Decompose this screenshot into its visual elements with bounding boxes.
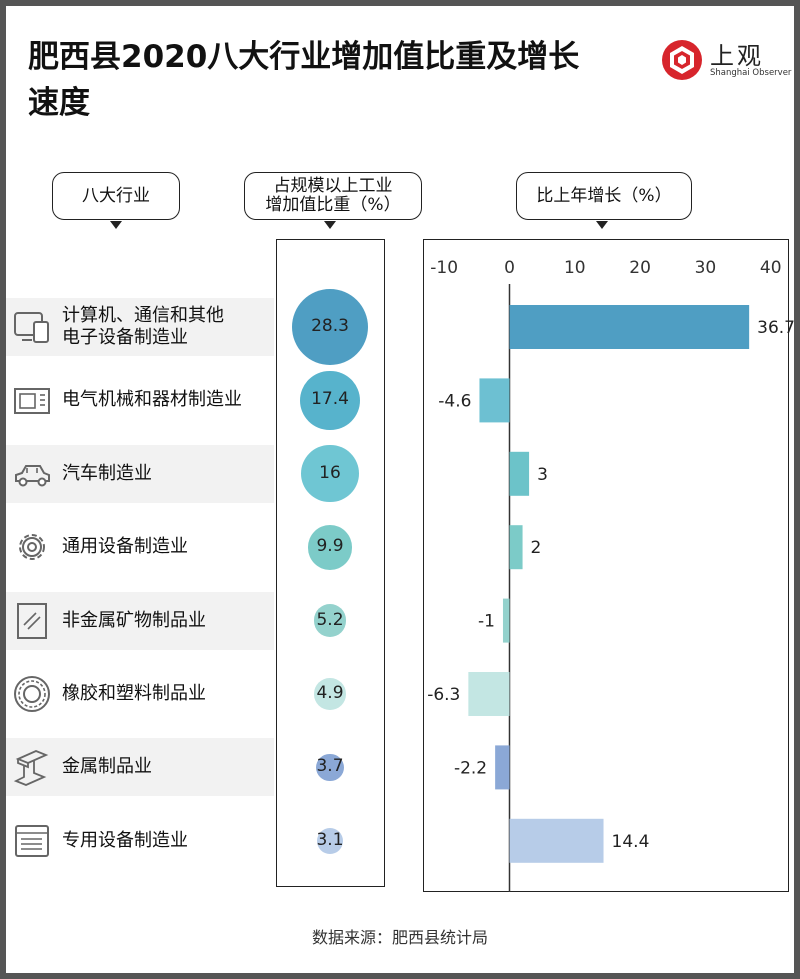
row-stripe	[6, 444, 274, 503]
industry-label: 橡胶和塑料制品业	[62, 665, 276, 723]
industry-header-pointer	[110, 221, 122, 229]
industry-label-line1: 专用设备制造业	[62, 829, 188, 851]
industry-label-line2: 电子设备制造业	[62, 327, 188, 348]
share-bubble	[313, 604, 347, 637]
industry-row: 汽车制造业	[6, 445, 276, 503]
chart-title: 肥西县2020八大行业增加值比重及增长速度	[28, 39, 580, 121]
share-value: 3.1	[316, 829, 344, 850]
share-bubble	[292, 289, 368, 365]
growth-header: 比上年增长（%）	[516, 172, 692, 220]
industry-row: 计算机、通信和其他 电子设备制造业	[6, 298, 276, 356]
industry-label: 电气机械和器材制造业	[62, 371, 276, 429]
share-header-pointer	[324, 221, 336, 229]
industry-label-line1: 非金属矿物制品业	[62, 609, 206, 631]
shanghai-observer-logo: 上观 Shanghai Observer	[660, 38, 791, 82]
logo-english: Shanghai Observer	[710, 68, 792, 78]
share-header-line2: 增加值比重（%）	[265, 195, 401, 215]
share-value: 4.9	[316, 683, 344, 703]
share-value: 17.4	[311, 389, 349, 410]
industry-row: 通用设备制造业	[6, 518, 276, 576]
industry-label: 汽车制造业	[62, 445, 276, 503]
share-bubble	[317, 827, 343, 854]
share-bubble	[301, 445, 359, 503]
industry-label: 通用设备制造业	[62, 518, 276, 576]
tire-icon	[14, 676, 50, 712]
share-value: 5.2	[316, 609, 344, 630]
share-value: 28.3	[311, 316, 349, 336]
row-stripe	[6, 591, 274, 650]
growth-header-pointer	[596, 221, 608, 229]
glass-panel-icon	[17, 602, 47, 639]
industry-label: 专用设备制造业	[62, 812, 276, 870]
logo-mark-icon	[662, 40, 702, 80]
logo-name: 上观	[710, 42, 764, 70]
share-value: 3.7	[316, 756, 344, 777]
share-value: 16	[319, 462, 341, 483]
industry-header-label: 八大行业	[82, 185, 150, 206]
industry-label-line1: 通用设备制造业	[62, 536, 188, 558]
steel-beam-icon	[13, 750, 49, 787]
industry-row: 专用设备制造业	[6, 812, 276, 870]
data-source: 数据来源：肥西县统计局	[311, 928, 488, 947]
industry-row: 非金属矿物制品业	[6, 592, 276, 650]
row-stripe	[6, 738, 274, 797]
share-header: 占规模以上工业 增加值比重（%）	[244, 172, 422, 220]
industry-label-line1: 橡胶和塑料制品业	[62, 683, 206, 704]
growth-panel	[423, 239, 789, 892]
share-bubble	[316, 753, 344, 782]
row-stripe	[6, 298, 274, 356]
industry-label-line1: 金属制品业	[62, 756, 152, 778]
industry-label-line1: 电气机械和器材制造业	[62, 389, 242, 411]
industry-row: 电气机械和器材制造业	[6, 371, 276, 429]
appliance-icon	[14, 388, 50, 415]
industry-label: 非金属矿物制品业	[62, 592, 276, 650]
gear-icon	[19, 534, 45, 561]
industry-row: 金属制品业	[6, 738, 276, 796]
car-icon	[15, 464, 50, 487]
computer-icon	[14, 312, 49, 343]
share-value: 9.9	[316, 536, 344, 557]
infographic: 肥西县2020八大行业增加值比重及增长速度 上观 Shanghai Observ…	[6, 6, 794, 973]
industry-row: 橡胶和塑料制品业	[6, 665, 276, 723]
industry-header: 八大行业	[52, 172, 180, 220]
share-bubble	[300, 370, 360, 431]
industry-label: 计算机、通信和其他 电子设备制造业	[62, 298, 276, 356]
share-bubble	[314, 678, 346, 710]
industry-label: 金属制品业	[62, 738, 276, 796]
industry-label-line1: 计算机、通信和其他	[62, 305, 224, 326]
share-bubble	[307, 524, 353, 570]
share-header-line1: 占规模以上工业	[273, 176, 393, 196]
share-panel	[276, 239, 385, 887]
growth-header-label: 比上年增长（%）	[536, 185, 672, 206]
machine-panel-icon	[15, 824, 49, 857]
industry-label-line1: 汽车制造业	[62, 462, 152, 484]
